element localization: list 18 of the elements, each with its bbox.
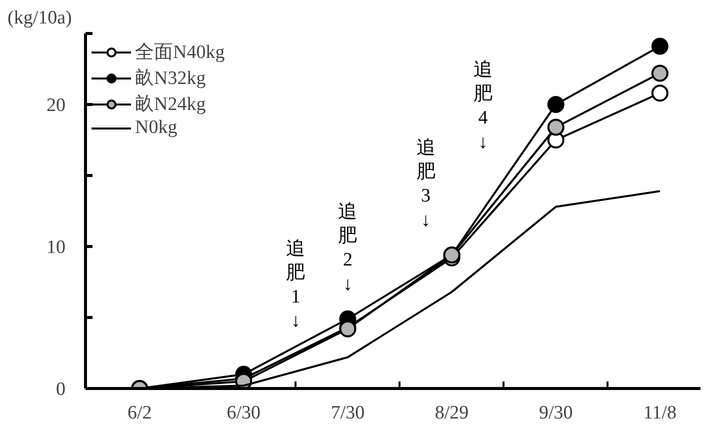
y-tick-label: 10: [46, 237, 66, 258]
y-tick-label: 0: [56, 379, 66, 400]
annotation: 追肥1↓: [286, 238, 306, 332]
x-tick-label: 6/30: [226, 402, 261, 424]
annotation: 追肥2↓: [338, 201, 358, 295]
annotation: 追肥3↓: [416, 137, 436, 231]
x-tick-label: 9/30: [538, 402, 573, 424]
x-tick-label: 7/30: [330, 402, 365, 424]
legend-label: 畝N24kg: [135, 93, 206, 117]
legend-label: N0kg: [135, 117, 178, 139]
y-tick-label: 20: [46, 95, 66, 116]
x-tick-label: 11/8: [643, 402, 676, 424]
y-axis-title: (kg/10a): [8, 8, 72, 28]
legend-label: 畝N32kg: [135, 67, 206, 91]
x-tick-label: 6/2: [127, 402, 152, 424]
legend-label: 全面N40kg: [135, 41, 225, 65]
x-tick-label: 8/29: [434, 402, 469, 424]
annotation: 追肥4↓: [474, 59, 493, 153]
